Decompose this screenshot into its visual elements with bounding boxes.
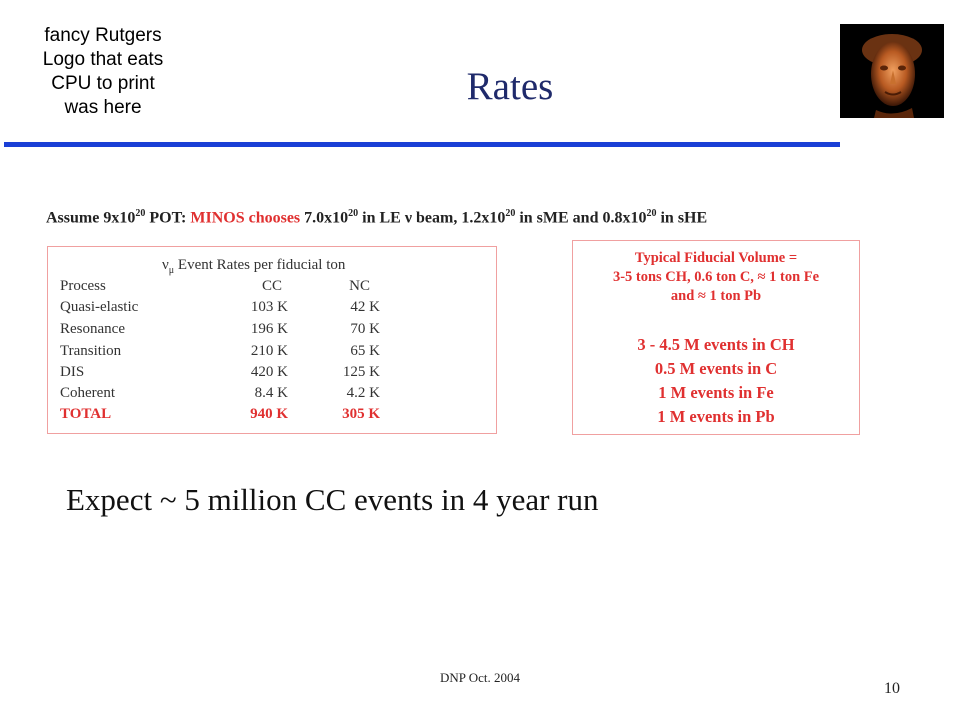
nc-cell: 4.2 K bbox=[346, 385, 380, 401]
assume-text: Assume 9x10 bbox=[46, 209, 136, 227]
event-count-line: 1 M events in Fe bbox=[658, 383, 774, 402]
fiducial-volume-box: Typical Fiducial Volume = 3-5 tons CH, 0… bbox=[572, 240, 860, 435]
table-row: Transition 210 K 65 K bbox=[48, 343, 496, 365]
process-cell: Resonance bbox=[60, 321, 125, 337]
bust-photo bbox=[840, 24, 944, 118]
event-count-line: 0.5 M events in C bbox=[654, 359, 778, 378]
minos-highlight: MINOS chooses bbox=[190, 209, 301, 227]
table-heading: νμ Event Rates per fiducial ton bbox=[162, 257, 345, 276]
expectation-statement: Expect ~ 5 million CC events in 4 year r… bbox=[66, 482, 599, 517]
logo-line: fancy Rutgers bbox=[44, 25, 162, 46]
nc-cell: 305 K bbox=[342, 406, 380, 422]
logo-line: Logo that eats bbox=[42, 49, 164, 70]
event-rate-table: νμ Event Rates per fiducial ton Process … bbox=[47, 246, 497, 434]
slide-title: Rates bbox=[466, 65, 554, 108]
table-row: Coherent 8.4 K 4.2 K bbox=[48, 385, 496, 407]
column-header: NC bbox=[349, 278, 370, 294]
table-total-row: TOTAL 940 K 305 K bbox=[48, 406, 496, 428]
cc-cell: 420 K bbox=[250, 364, 288, 380]
cc-cell: 940 K bbox=[250, 406, 288, 422]
logo-line: was here bbox=[64, 97, 142, 118]
exponent: 20 bbox=[646, 208, 657, 219]
nc-cell: 125 K bbox=[342, 364, 380, 380]
process-cell: TOTAL bbox=[60, 406, 112, 422]
event-count-line: 3 - 4.5 M events in CH bbox=[637, 335, 795, 354]
table-row: DIS 420 K 125 K bbox=[48, 364, 496, 386]
process-cell: Coherent bbox=[60, 385, 115, 401]
assumption-line: Assume 9x1020 POT: MINOS chooses 7.0x102… bbox=[46, 208, 946, 227]
assume-text: in sME and 0.8x10 bbox=[515, 209, 647, 227]
assume-text: in LE ν beam, 1.2x10 bbox=[358, 209, 506, 227]
fiducial-line: and ≈ 1 ton Pb bbox=[670, 288, 762, 304]
title-divider bbox=[4, 142, 840, 147]
fiducial-volume-header: Typical Fiducial Volume = 3-5 tons CH, 0… bbox=[573, 249, 859, 306]
table-row: Resonance 196 K 70 K bbox=[48, 321, 496, 343]
footer-text: DNP Oct. 2004 bbox=[440, 670, 521, 685]
process-cell: Quasi-elastic bbox=[60, 299, 139, 315]
cc-cell: 8.4 K bbox=[254, 385, 288, 401]
heading-text: Event Rates per fiducial ton bbox=[174, 257, 346, 273]
process-cell: DIS bbox=[60, 364, 85, 380]
cc-cell: 210 K bbox=[250, 343, 288, 359]
fiducial-line: 3-5 tons CH, 0.6 ton C, ≈ 1 ton Fe bbox=[612, 269, 820, 285]
exponent: 20 bbox=[348, 208, 359, 219]
nu-symbol: ν bbox=[162, 257, 169, 273]
table-row: Quasi-elastic 103 K 42 K bbox=[48, 299, 496, 321]
logo-line: CPU to print bbox=[51, 73, 155, 94]
event-counts: 3 - 4.5 M events in CH 0.5 M events in C… bbox=[573, 333, 859, 429]
column-header: CC bbox=[261, 278, 282, 294]
exponent: 20 bbox=[505, 208, 516, 219]
assume-text: in sHE bbox=[656, 209, 708, 227]
cc-cell: 103 K bbox=[250, 299, 288, 315]
column-header: Process bbox=[60, 278, 106, 294]
nc-cell: 70 K bbox=[350, 321, 380, 337]
assume-text: 7.0x10 bbox=[300, 209, 349, 227]
exponent: 20 bbox=[135, 208, 146, 219]
nc-cell: 42 K bbox=[350, 299, 380, 315]
logo-placeholder-text: fancy Rutgers Logo that eats CPU to prin… bbox=[10, 24, 196, 120]
mu-subscript: μ bbox=[168, 265, 175, 276]
page-number: 10 bbox=[884, 680, 900, 697]
nc-cell: 65 K bbox=[350, 343, 380, 359]
table-header-row: Process CC NC bbox=[48, 278, 496, 300]
cc-cell: 196 K bbox=[250, 321, 288, 337]
assume-text: POT: bbox=[145, 209, 191, 227]
event-count-line: 1 M events in Pb bbox=[657, 407, 775, 426]
fiducial-line: Typical Fiducial Volume = bbox=[634, 250, 798, 266]
process-cell: Transition bbox=[60, 343, 122, 359]
